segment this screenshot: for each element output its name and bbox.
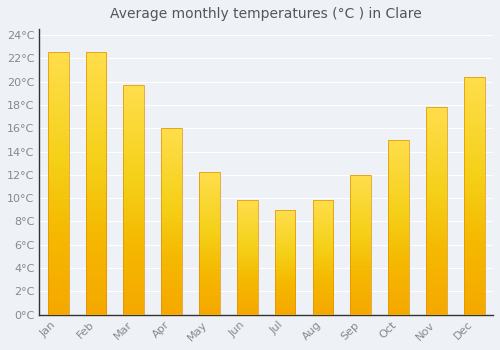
Bar	[124, 85, 144, 315]
Bar	[464, 77, 484, 315]
Bar	[199, 173, 220, 315]
Bar	[350, 175, 371, 315]
Bar	[312, 201, 334, 315]
Bar	[237, 201, 258, 315]
Bar	[48, 52, 68, 315]
Title: Average monthly temperatures (°C ) in Clare: Average monthly temperatures (°C ) in Cl…	[110, 7, 422, 21]
Bar	[86, 52, 106, 315]
Bar	[162, 128, 182, 315]
Bar	[388, 140, 409, 315]
Bar	[426, 107, 446, 315]
Bar	[274, 210, 295, 315]
